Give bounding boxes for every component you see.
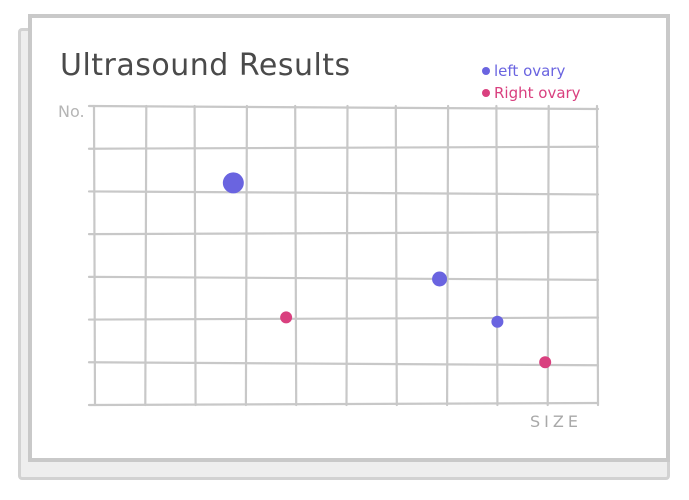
grid-line-vertical <box>394 104 398 407</box>
grid <box>87 104 600 407</box>
chart-title: Ultrasound Results <box>60 48 351 83</box>
grid-line-vertical <box>193 104 197 407</box>
legend: left ovary Right ovary <box>482 60 581 104</box>
grid-line-vertical <box>294 104 298 407</box>
grid-line-horizontal <box>87 275 600 281</box>
grid-line-horizontal <box>87 145 600 150</box>
legend-label-right-ovary: Right ovary <box>494 84 581 102</box>
legend-marker-right-ovary <box>482 89 490 97</box>
data-point <box>432 271 448 287</box>
chart-card <box>28 14 670 462</box>
grid-line-vertical <box>244 104 248 407</box>
grid-line-horizontal <box>87 361 600 367</box>
legend-marker-left-ovary <box>482 67 490 75</box>
data-point <box>280 311 293 324</box>
grid-line-vertical <box>495 104 499 407</box>
grid-line-horizontal <box>87 190 600 196</box>
legend-label-left-ovary: left ovary <box>494 62 566 80</box>
legend-item-left-ovary: left ovary <box>482 60 581 82</box>
grid-line-horizontal <box>87 104 600 111</box>
grid-line-horizontal <box>87 316 600 321</box>
legend-item-right-ovary: Right ovary <box>482 82 581 104</box>
grid-line-vertical <box>345 104 349 407</box>
grid-line-vertical <box>446 104 450 407</box>
y-axis-label: No. <box>58 102 85 121</box>
series-left-ovary <box>222 172 504 328</box>
series-right-ovary <box>280 311 552 369</box>
x-axis-label: SIZE <box>530 412 582 431</box>
data-point <box>222 172 244 194</box>
grid-line-horizontal <box>87 231 600 236</box>
data-point <box>539 356 552 369</box>
grid-line-horizontal <box>87 401 600 407</box>
grid-line-vertical <box>595 104 600 407</box>
grid-line-vertical <box>92 104 97 407</box>
data-point <box>491 315 504 328</box>
grid-line-vertical <box>546 104 550 407</box>
grid-line-vertical <box>144 104 148 407</box>
